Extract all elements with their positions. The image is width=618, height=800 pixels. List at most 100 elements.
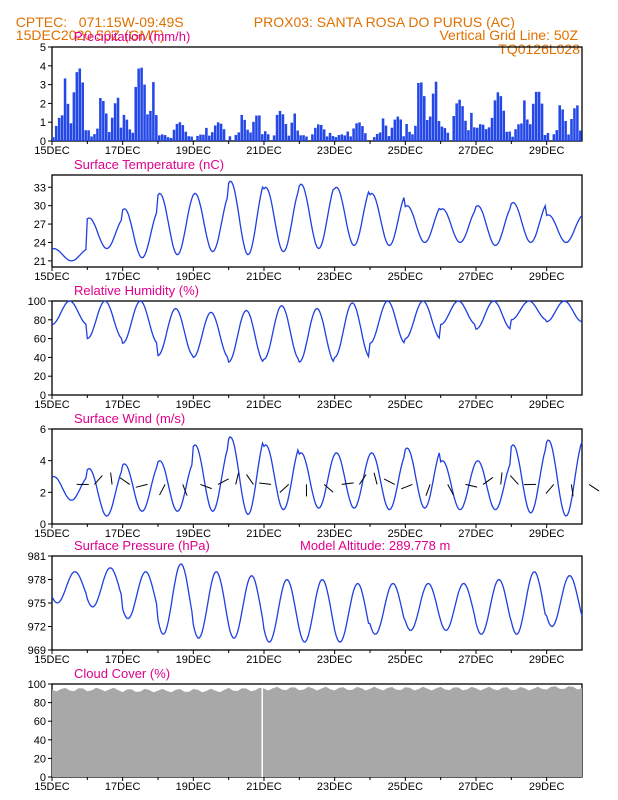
wind-arrow [383, 478, 395, 485]
x-tick-label: 19DEC [176, 528, 212, 540]
panel-frame [51, 300, 583, 396]
panel-press: Surface Pressure (hPa) Model Altitude: 28… [28, 538, 583, 666]
y-tick-label: 40 [34, 352, 46, 364]
precip-bar [396, 116, 400, 141]
model-altitude: Model Altitude: 289.778 m [300, 538, 450, 553]
precip-bar [184, 131, 188, 141]
wind-arrow [182, 484, 188, 496]
x-tick-label: 15DEC [34, 145, 70, 157]
precip-bar [172, 129, 176, 141]
precip-bar [54, 125, 58, 141]
precip-bar [505, 131, 508, 141]
panel-title: Surface Wind (m/s) [74, 411, 185, 426]
x-tick-label: 15DEC [34, 781, 70, 793]
precip-bar [440, 126, 444, 141]
precip-bar [143, 84, 146, 141]
panel-rh: Relative Humidity (%) 0 20 40 60 80 100 15DEC 17… [28, 283, 583, 411]
y-tick-label: 80 [34, 698, 46, 710]
header-model: TQ0126L028 [491, 28, 580, 56]
x-tick-label: 25DEC [388, 654, 424, 666]
precip-bar [211, 132, 214, 141]
precip-bar [375, 133, 379, 141]
y-tick-label: 6 [40, 424, 46, 436]
precip-bar [502, 110, 506, 141]
precip-bar [116, 97, 120, 141]
precip-bar [425, 120, 429, 141]
wind-arrow [545, 484, 555, 494]
precip-bar [337, 135, 341, 141]
precip-bar [496, 92, 500, 141]
precip-bar [216, 122, 220, 141]
x-tick-label: 17DEC [105, 654, 141, 666]
x-tick-label: 23DEC [317, 528, 353, 540]
precip-bar [543, 135, 547, 141]
precip-bar [517, 124, 520, 141]
precip-bar [78, 68, 82, 141]
precip-bar [334, 137, 338, 141]
wind-arrow [588, 483, 600, 492]
y-tick-label: 3 [40, 80, 46, 92]
y-tick-label: 972 [28, 622, 46, 634]
precip-bar [414, 125, 417, 141]
series-line-temp [51, 180, 583, 262]
precip-bar [296, 130, 299, 141]
panel-title: Surface Pressure (hPa) [74, 538, 210, 553]
precip-bar [57, 117, 61, 141]
precip-bar [249, 132, 252, 141]
precip-bar [284, 124, 288, 141]
precip-bar [405, 123, 408, 141]
y-tick-label: 4 [40, 456, 46, 468]
y-tick-label: 80 [34, 315, 46, 327]
precip-bar [546, 133, 550, 141]
x-tick-label: 25DEC [388, 271, 424, 283]
y-tick-label: 975 [28, 598, 46, 610]
y-tick-label: 100 [28, 679, 46, 691]
precip-bar [349, 136, 352, 141]
precip-bar [417, 82, 420, 141]
x-tick-label: 19DEC [176, 654, 212, 666]
panel-frame [51, 428, 583, 525]
wind-arrow [425, 484, 431, 496]
precip-bar [331, 136, 335, 141]
x-tick-label: 23DEC [317, 145, 353, 157]
wind-arrow [94, 475, 103, 485]
precip-bar [213, 125, 217, 141]
precip-bar [514, 129, 517, 141]
precip-bar [319, 124, 323, 141]
y-tick-label: 1 [40, 117, 46, 129]
y-tick-label: 2 [40, 487, 46, 499]
x-tick-label: 23DEC [317, 271, 353, 283]
x-tick-label: 25DEC [388, 145, 424, 157]
wind-arrow [246, 474, 254, 485]
x-tick-label: 27DEC [458, 271, 494, 283]
precip-bar [431, 93, 435, 141]
x-tick-label: 17DEC [105, 399, 141, 411]
precip-bar [205, 127, 208, 141]
precip-bar [473, 127, 476, 141]
precip-bar [446, 132, 450, 141]
precip-bar [66, 103, 70, 141]
precip-bar [208, 135, 211, 141]
precip-bar [302, 135, 305, 141]
precip-bar [69, 123, 73, 141]
precip-bar [529, 124, 532, 141]
header-station-label: PROX03: SANTA ROSA DO PURUS (AC) [253, 14, 515, 30]
wind-arrow [500, 472, 503, 485]
precip-bar [252, 121, 255, 141]
panel-cloud: Cloud Cover (%) 0 20 40 60 80 100 15DEC 17DEC 19D… [28, 666, 583, 793]
x-tick-label: 29DEC [529, 145, 565, 157]
precip-bar [464, 120, 467, 141]
x-tick-label: 21DEC [246, 399, 282, 411]
header-gridline: Vertical Grid Line: 50Z [432, 14, 578, 42]
precip-bar [352, 128, 355, 141]
precip-bar [166, 137, 170, 141]
precip-bar [96, 128, 99, 141]
precip-bar [428, 116, 432, 141]
header-station-name: PROX03: SANTA ROSA DO PURUS (AC) [246, 1, 515, 29]
precip-bar [305, 136, 308, 141]
precip-bar [531, 103, 535, 141]
x-tick-label: 17DEC [105, 271, 141, 283]
precip-bar [258, 115, 261, 141]
header-station: CPTEC: 071:15W-09:49S [8, 1, 184, 29]
